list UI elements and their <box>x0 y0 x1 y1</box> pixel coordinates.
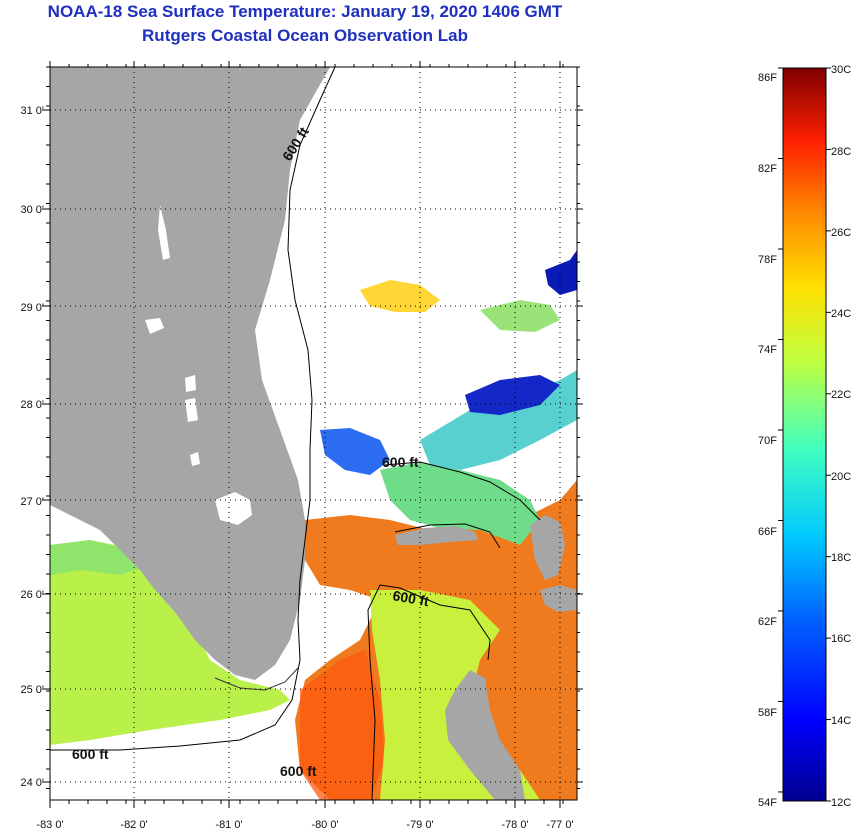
colorbar-celsius-label: 18C <box>831 552 851 564</box>
inland-lake <box>185 375 196 392</box>
colorbar-fahrenheit-label: 74F <box>758 344 777 356</box>
latitude-label: 25 0' <box>20 684 44 696</box>
colorbar-fahrenheit-label: 86F <box>758 72 777 84</box>
colorbar-celsius-label: 30C <box>831 64 851 76</box>
latitude-label: 28 0' <box>20 399 44 411</box>
contour-label: 600 ft <box>382 454 419 470</box>
florida-keys <box>214 667 299 691</box>
depth-contour-600ft <box>394 523 501 549</box>
colorbar-celsius-label: 22C <box>831 389 851 401</box>
colorbar-celsius-label: 28C <box>831 146 851 158</box>
colorbar-celsius-label: 16C <box>831 633 851 645</box>
andros-island-land <box>445 670 525 800</box>
latitude-label: 30 0' <box>20 204 44 216</box>
depth-contour-600ft <box>384 461 541 521</box>
lake-okeechobee <box>215 492 252 525</box>
latitude-label: 24 0' <box>20 777 44 789</box>
longitude-label: -81 0' <box>215 819 242 831</box>
depth-contour-600ft <box>50 67 336 751</box>
longitude-label: -78 0' <box>501 819 528 831</box>
coastal-cold-water <box>320 428 390 475</box>
colorbar-fahrenheit-label: 78F <box>758 254 777 266</box>
colorbar-fahrenheit-label: 82F <box>758 163 777 175</box>
inland-lake <box>185 398 198 422</box>
inland-lake <box>145 318 164 334</box>
colorbar-fahrenheit-label: 62F <box>758 616 777 628</box>
cold-water-patch-east <box>545 250 577 295</box>
longitude-label: -79 0' <box>406 819 433 831</box>
gulf-stream-core <box>300 650 385 800</box>
colorbar-fahrenheit-label: 58F <box>758 707 777 719</box>
colorbar-celsius-label: 14C <box>831 715 851 727</box>
latitude-label: 27 0' <box>20 496 44 508</box>
colorbar-fahrenheit-label: 54F <box>758 797 777 809</box>
colorbar-celsius-label: 26C <box>831 227 851 239</box>
longitude-label: -80 0' <box>311 819 338 831</box>
colorbar-fahrenheit-label: 66F <box>758 526 777 538</box>
cold-water-patch <box>465 375 560 415</box>
map-title: NOAA-18 Sea Surface Temperature: January… <box>47 2 563 21</box>
map-subtitle: Rutgers Coastal Ocean Observation Lab <box>142 26 468 45</box>
contour-label: 600 ft <box>72 746 109 762</box>
colorbar-celsius-label: 24C <box>831 308 851 320</box>
longitude-label: -83 0' <box>36 819 63 831</box>
colorbar-fahrenheit-label: 70F <box>758 435 777 447</box>
latitude-label: 29 0' <box>20 302 44 314</box>
florida-land <box>50 67 330 680</box>
latitude-label: 31 0' <box>20 105 44 117</box>
inland-lake <box>158 205 170 260</box>
colorbar-celsius-label: 12C <box>831 797 851 809</box>
grand-bahama-land <box>395 526 478 545</box>
contour-label: 600 ft <box>280 763 317 779</box>
gulf-water-area <box>50 540 290 745</box>
eleuthera-land <box>540 585 577 612</box>
cloud-edge-green-patch <box>480 300 560 332</box>
colorbar-celsius-label: 20C <box>831 471 851 483</box>
temperature-colorbar <box>782 67 827 802</box>
longitude-label: -77 0' <box>546 819 573 831</box>
contour-label: 600 ft <box>391 587 430 609</box>
longitude-label: -82 0' <box>120 819 147 831</box>
map-frame <box>49 66 578 801</box>
latitude-label: 26 0' <box>20 589 44 601</box>
inland-lake <box>190 452 200 466</box>
depth-contour-600ft <box>367 584 491 800</box>
abaco-island-land <box>530 515 565 580</box>
